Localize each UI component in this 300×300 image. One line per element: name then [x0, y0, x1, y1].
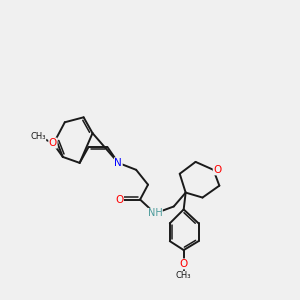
- Text: O: O: [180, 259, 188, 269]
- Text: O: O: [49, 138, 57, 148]
- Text: NH: NH: [148, 208, 162, 218]
- Text: CH₃: CH₃: [30, 132, 46, 141]
- Text: CH₃: CH₃: [176, 271, 191, 280]
- Text: N: N: [114, 158, 122, 168]
- Text: O: O: [213, 165, 221, 175]
- Text: O: O: [115, 194, 123, 205]
